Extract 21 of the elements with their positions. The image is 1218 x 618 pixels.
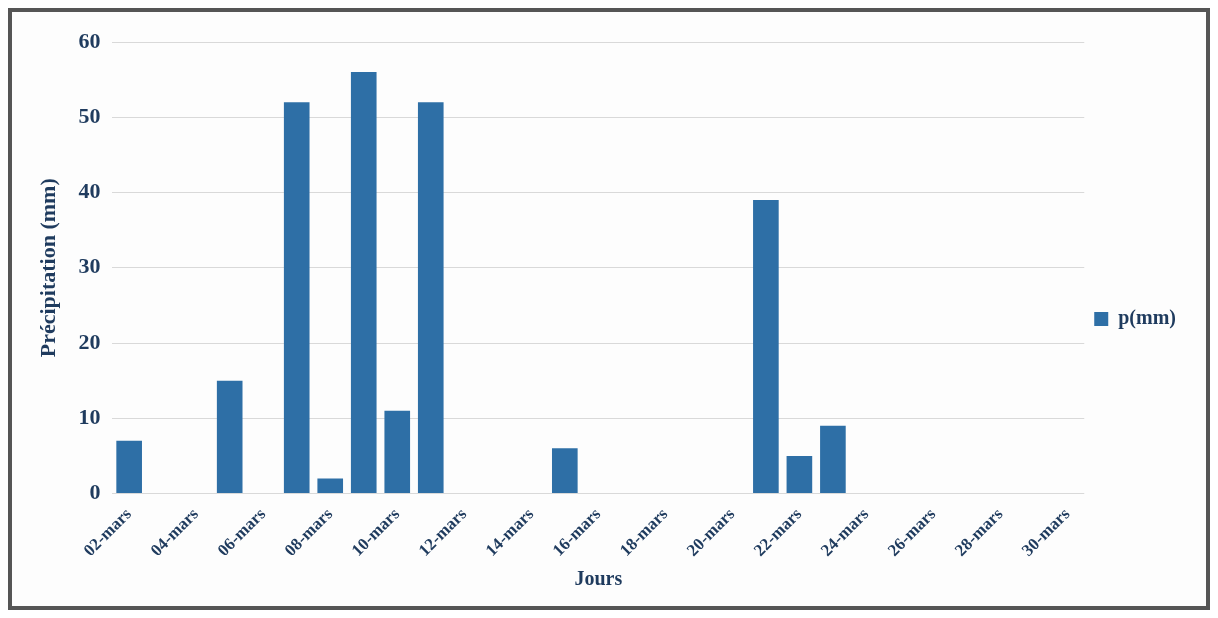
bar xyxy=(116,440,142,494)
y-tick-label: 0 xyxy=(89,479,101,505)
bar xyxy=(283,102,310,494)
y-tick-label: 60 xyxy=(78,27,101,53)
bar xyxy=(820,425,846,494)
bar xyxy=(417,102,444,494)
bar xyxy=(551,448,578,494)
y-tick-label: 30 xyxy=(78,253,101,279)
bar xyxy=(753,200,779,494)
bar xyxy=(350,72,377,494)
x-axis-title: Jours xyxy=(574,567,623,590)
bar xyxy=(317,478,344,494)
y-tick-label: 50 xyxy=(78,102,101,128)
legend-label: p(mm) xyxy=(1118,306,1176,330)
y-tick-label: 40 xyxy=(78,178,101,204)
bar xyxy=(786,455,813,494)
bar xyxy=(216,380,243,494)
y-tick-label: 20 xyxy=(78,328,101,354)
y-axis-title: Précipitation (mm) xyxy=(34,178,60,358)
y-tick-label: 10 xyxy=(78,403,101,429)
bar xyxy=(384,410,411,494)
